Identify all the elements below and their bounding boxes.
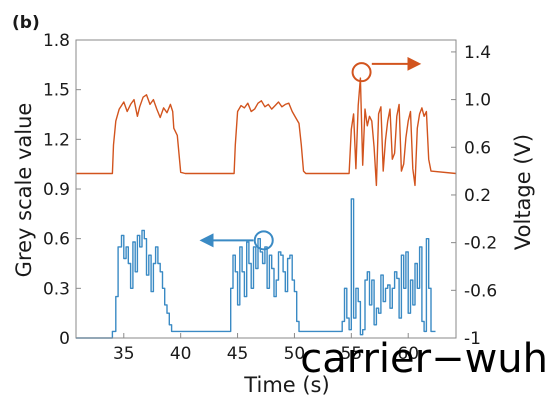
y-right-tick-label: 0.2 [464,186,491,206]
watermark-text: carrier−wuh [300,336,548,382]
x-axis-ticks: 35 40 45 50 55 60 [113,333,419,364]
x-tick-label: 40 [170,344,192,364]
plot-frame [75,39,457,339]
y-right-tick-label: 0.6 [464,138,491,158]
y-axis-title-left: Grey scale value [12,103,36,278]
grey-scale-series-line [76,198,436,339]
x-tick-label: 55 [341,344,363,364]
y-right-tick-label: -1 [464,329,481,349]
y-right-tick-label: 1.4 [464,43,491,63]
y-left-tick-label: 0.3 [43,279,70,299]
y-left-tick-label: 0 [59,329,70,349]
x-tick-label: 60 [397,344,419,364]
left-axis-ticks: 0 0.3 0.6 0.9 1.2 1.5 1.8 [43,31,81,349]
highlight-circle-marker [253,230,274,251]
annotation-layer [199,56,422,251]
highlight-circle-marker [351,62,372,83]
y-axis-title-right: Voltage (V) [511,134,535,250]
voltage-series-line [76,77,457,187]
y-left-tick-label: 1.5 [43,81,70,101]
x-tick-label: 45 [227,344,249,364]
x-tick-label: 35 [113,344,135,364]
y-left-tick-label: 1.2 [43,130,70,150]
panel-label: (b) [12,13,40,33]
y-right-tick-label: -0.6 [464,281,497,301]
series-layer [76,77,457,339]
y-left-tick-label: 1.8 [43,31,70,51]
x-axis-title: Time (s) [243,373,329,397]
right-axis-ticks: -1 -0.6 -0.2 0.2 0.6 1.0 1.4 [451,43,497,349]
x-tick-label: 50 [284,344,306,364]
y-right-tick-label: -0.2 [464,234,497,254]
y-left-tick-label: 0.9 [43,180,70,200]
y-left-tick-label: 0.6 [43,230,70,250]
y-right-tick-label: 1.0 [464,91,491,111]
